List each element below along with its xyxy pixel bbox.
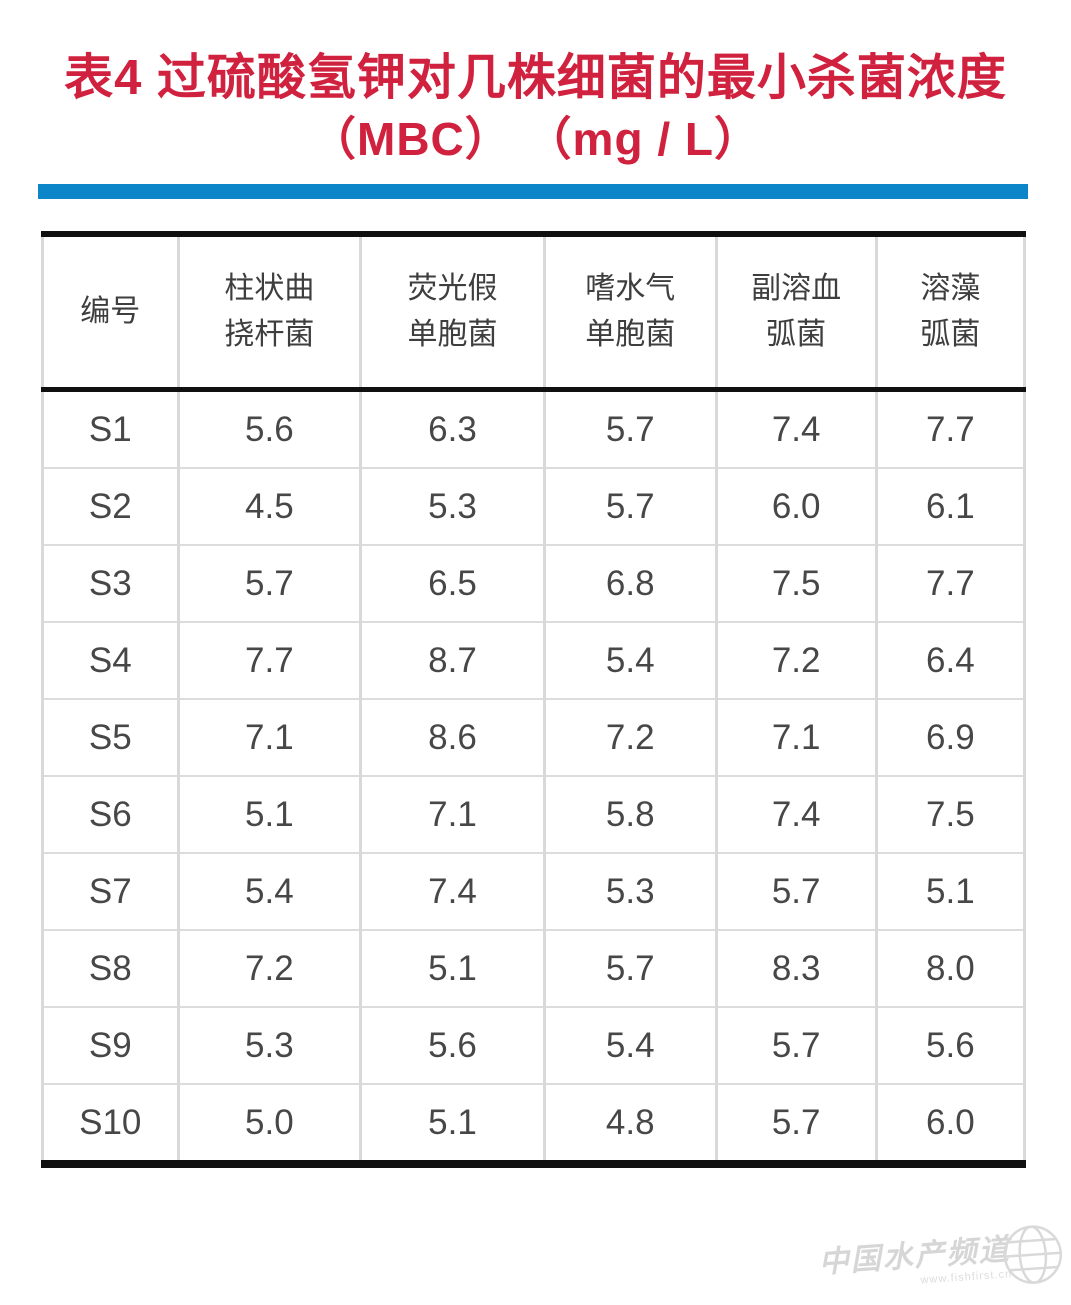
column-header-3: 嗜水气 单胞菌: [542, 234, 718, 393]
column-header-line: 编号: [80, 294, 141, 328]
mbc-value-cell: 7.1: [176, 698, 363, 777]
column-header-line: 副溶血: [751, 271, 842, 305]
mbc-value-cell: 5.7: [542, 467, 718, 546]
mbc-value-cell: 7.7: [874, 544, 1027, 623]
column-header-line: 单胞菌: [407, 318, 498, 352]
column-header-line: 弧菌: [920, 318, 981, 352]
mbc-value-cell: 5.6: [176, 389, 363, 469]
table-row-S2: S2 4.5 5.3 5.7 6.0 6.1: [41, 467, 1027, 546]
row-id: S3: [41, 544, 180, 623]
mbc-value-cell: 5.4: [176, 852, 363, 931]
mbc-value-cell: 6.4: [874, 621, 1027, 700]
mbc-value-cell: 8.6: [359, 698, 546, 777]
table-row-S6: S6 5.1 7.1 5.8 7.4 7.5: [41, 775, 1027, 854]
mbc-value-cell: 6.9: [874, 698, 1027, 777]
mbc-value-cell: 6.3: [359, 389, 546, 469]
table-row-S10: S10 5.0 5.1 4.8 5.7 6.0: [41, 1083, 1027, 1165]
page: 表4 过硫酸氢钾对几株细菌的最小杀菌浓度 （MBC） （mg / L） 编号 柱状…: [0, 46, 1071, 1286]
column-header-line: 挠杆菌: [224, 318, 315, 352]
mbc-value-cell: 7.2: [714, 621, 878, 700]
mbc-value-cell: 5.1: [874, 852, 1027, 931]
mbc-value-cell: 7.1: [714, 698, 878, 777]
mbc-value-cell: 7.4: [359, 852, 546, 931]
column-header-line: 单胞菌: [585, 318, 676, 352]
row-id: S6: [41, 775, 180, 854]
table-row-S7: S7 5.4 7.4 5.3 5.7 5.1: [41, 852, 1027, 931]
mbc-value-cell: 6.0: [874, 1083, 1027, 1165]
mbc-value-cell: 5.6: [359, 1006, 546, 1085]
mbc-value-cell: 7.4: [714, 775, 878, 854]
column-header-line: 弧菌: [766, 318, 827, 352]
mbc-value-cell: 5.7: [542, 389, 718, 469]
mbc-value-cell: 5.3: [359, 467, 546, 546]
column-header-line: 柱状曲: [224, 271, 315, 305]
table-row-S4: S4 7.7 8.7 5.4 7.2 6.4: [41, 621, 1027, 700]
column-header-5: 溶藻 弧菌: [874, 234, 1027, 393]
header-row: 编号 柱状曲 挠杆菌 荧光假 单胞菌 嗜水气 单胞菌 副溶血 弧菌 溶藻 弧菌: [41, 234, 1027, 393]
table-row-S1: S1 5.6 6.3 5.7 7.4 7.7: [41, 389, 1027, 469]
table-body: S1 5.6 6.3 5.7 7.4 7.7 S2 4.5 5.3 5.7 6.0 6.1 S3 5.7 6…: [41, 389, 1027, 1165]
mbc-value-cell: 5.6: [874, 1006, 1027, 1085]
column-header-0: 编号: [41, 234, 180, 393]
row-id: S9: [41, 1006, 180, 1085]
column-header-2: 荧光假 单胞菌: [359, 234, 546, 393]
column-header-1: 柱状曲 挠杆菌: [176, 234, 363, 393]
column-header-line: 荧光假: [407, 271, 498, 305]
mbc-value-cell: 5.7: [714, 1006, 878, 1085]
row-id: S7: [41, 852, 180, 931]
mbc-value-cell: 6.8: [542, 544, 718, 623]
mbc-value-cell: 7.4: [714, 389, 878, 469]
mbc-value-cell: 7.7: [874, 389, 1027, 469]
mbc-value-cell: 7.7: [176, 621, 363, 700]
mbc-value-cell: 6.5: [359, 544, 546, 623]
mbc-value-cell: 5.4: [542, 1006, 718, 1085]
mbc-value-cell: 7.5: [714, 544, 878, 623]
row-id: S1: [41, 389, 180, 469]
column-header-4: 副溶血 弧菌: [714, 234, 878, 393]
mbc-value-cell: 8.7: [359, 621, 546, 700]
mbc-value-cell: 8.3: [714, 929, 878, 1008]
mbc-table: 编号 柱状曲 挠杆菌 荧光假 单胞菌 嗜水气 单胞菌 副溶血 弧菌 溶藻 弧菌 S1 5.6 6.3 5.…: [41, 231, 1027, 1169]
row-id: S10: [41, 1083, 180, 1165]
mbc-value-cell: 5.0: [176, 1083, 363, 1165]
table-row-S8: S8 7.2 5.1 5.7 8.3 8.0: [41, 929, 1027, 1008]
accent-bar: [38, 184, 1028, 200]
page-title: 表4 过硫酸氢钾对几株细菌的最小杀菌浓度 （MBC） （mg / L）: [40, 46, 1031, 168]
mbc-value-cell: 5.3: [542, 852, 718, 931]
column-header-line: 嗜水气: [585, 271, 676, 305]
globe-icon: [1003, 1225, 1063, 1284]
mbc-value-cell: 5.1: [176, 775, 363, 854]
watermark: 中国水产频道 www.fishfirst.cn: [817, 1220, 1067, 1301]
row-id: S2: [41, 467, 180, 546]
row-id: S8: [41, 929, 180, 1008]
table-row-S3: S3 5.7 6.5 6.8 7.5 7.7: [41, 544, 1027, 623]
mbc-value-cell: 5.7: [714, 852, 878, 931]
row-id: S4: [41, 621, 180, 700]
mbc-value-cell: 4.8: [542, 1083, 718, 1165]
mbc-value-cell: 5.7: [176, 544, 363, 623]
watermark-text-block: 中国水产频道 www.fishfirst.cn: [818, 1233, 1013, 1293]
mbc-value-cell: 5.7: [542, 929, 718, 1008]
mbc-value-cell: 6.0: [714, 467, 878, 546]
table-row-S5: S5 7.1 8.6 7.2 7.1 6.9: [41, 698, 1027, 777]
table-title-line2: （MBC） （mg / L）: [310, 112, 761, 165]
mbc-value-cell: 7.2: [176, 929, 363, 1008]
mbc-value-cell: 8.0: [874, 929, 1027, 1008]
column-header-line: 溶藻: [920, 271, 981, 305]
mbc-value-cell: 5.1: [359, 929, 546, 1008]
mbc-value-cell: 7.5: [874, 775, 1027, 854]
table-row-S9: S9 5.3 5.6 5.4 5.7 5.6: [41, 1006, 1027, 1085]
row-id: S5: [41, 698, 180, 777]
table-title-line1: 表4 过硫酸氢钾对几株细菌的最小杀菌浓度: [64, 51, 1007, 105]
mbc-value-cell: 5.8: [542, 775, 718, 854]
mbc-value-cell: 7.2: [542, 698, 718, 777]
mbc-value-cell: 5.4: [542, 621, 718, 700]
mbc-value-cell: 5.7: [714, 1083, 878, 1165]
mbc-value-cell: 4.5: [176, 467, 363, 546]
mbc-value-cell: 5.1: [359, 1083, 546, 1165]
mbc-value-cell: 5.3: [176, 1006, 363, 1085]
mbc-value-cell: 6.1: [874, 467, 1027, 546]
mbc-value-cell: 7.1: [359, 775, 546, 854]
